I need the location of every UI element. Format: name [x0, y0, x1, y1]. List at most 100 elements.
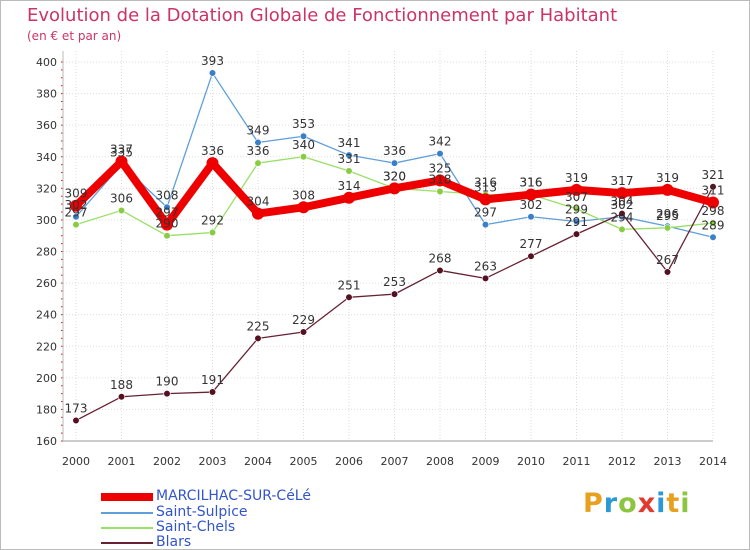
- data-label: 173: [65, 401, 88, 415]
- data-point: [117, 206, 126, 215]
- data-label: 311: [702, 184, 725, 198]
- x-tick-label: 2001: [108, 455, 136, 468]
- y-tick-label: 240: [36, 309, 57, 322]
- data-label: 297: [474, 206, 497, 220]
- data-label: 191: [201, 373, 224, 387]
- data-label: 316: [520, 176, 543, 190]
- data-label: 336: [383, 144, 406, 158]
- y-tick-label: 220: [36, 340, 57, 353]
- legend-swatch-saint-sulpice: [101, 512, 153, 514]
- data-label: 268: [429, 251, 452, 265]
- data-point: [345, 151, 353, 159]
- y-tick-label: 180: [36, 403, 57, 416]
- legend-label-marcilhac: MARCILHAC-SUR-CéLé: [156, 488, 311, 504]
- logo-letter: i: [680, 488, 691, 519]
- data-label: 263: [474, 259, 497, 273]
- data-point: [661, 183, 674, 196]
- data-point: [345, 167, 353, 175]
- data-point: [390, 290, 399, 298]
- x-tick-label: 2010: [517, 455, 545, 468]
- legend-swatch-saint-chels: [101, 527, 153, 529]
- data-point: [616, 187, 628, 200]
- data-point: [117, 393, 126, 401]
- data-point: [618, 210, 626, 218]
- logo-letter: x: [637, 488, 657, 519]
- data-point: [481, 221, 490, 229]
- logo-letter: t: [666, 488, 681, 519]
- data-point: [163, 203, 171, 211]
- data-point: [709, 233, 717, 241]
- data-point: [709, 183, 717, 191]
- data-point: [663, 268, 672, 276]
- data-point: [299, 328, 308, 336]
- data-label: 302: [611, 198, 634, 212]
- proxiti-logo: Proxiti: [583, 488, 691, 519]
- logo-letter: o: [618, 488, 638, 519]
- data-point: [436, 187, 444, 196]
- data-label: 321: [702, 168, 725, 182]
- data-point: [252, 207, 264, 220]
- data-label: 294: [611, 210, 634, 224]
- data-label: 229: [292, 313, 315, 327]
- data-point: [206, 157, 219, 170]
- data-label: 297: [65, 206, 88, 220]
- data-point: [436, 266, 444, 275]
- legend-label-saint-chels: Saint-Chels: [156, 519, 236, 535]
- x-tick-label: 2013: [654, 455, 682, 468]
- plot-area: [63, 51, 713, 441]
- data-label: 340: [292, 138, 315, 152]
- data-point: [527, 213, 535, 221]
- data-point: [161, 218, 173, 231]
- data-label: 308: [156, 188, 179, 202]
- data-label: 317: [611, 174, 634, 188]
- data-label: 336: [247, 144, 270, 158]
- data-label: 253: [383, 275, 406, 289]
- data-label: 251: [338, 278, 361, 292]
- data-label: 309: [65, 187, 88, 201]
- y-tick-label: 260: [36, 277, 57, 290]
- x-tick-label: 2003: [199, 455, 227, 468]
- x-tick-label: 2009: [472, 455, 500, 468]
- data-label: 304: [611, 195, 634, 209]
- x-tick-label: 2007: [381, 455, 409, 468]
- data-point: [299, 153, 308, 161]
- data-label: 302: [65, 198, 88, 212]
- x-tick-label: 2002: [153, 455, 181, 468]
- data-label: 341: [338, 136, 361, 150]
- data-point: [481, 274, 490, 282]
- data-label: 337: [110, 142, 133, 156]
- data-label: 342: [429, 135, 452, 149]
- data-point: [72, 213, 80, 221]
- y-tick-label: 340: [36, 151, 57, 164]
- data-point: [115, 155, 128, 168]
- data-label: 318: [429, 172, 452, 186]
- chart-title: Evolution de la Dotation Globale de Fonc…: [27, 5, 618, 26]
- data-point: [345, 293, 353, 301]
- x-tick-label: 2012: [608, 455, 636, 468]
- data-label: 319: [656, 171, 679, 185]
- data-label: 316: [520, 176, 543, 190]
- y-tick-label: 300: [36, 214, 57, 227]
- data-label: 319: [565, 171, 588, 185]
- data-point: [434, 174, 446, 187]
- data-label: 304: [247, 195, 270, 209]
- data-point: [572, 205, 581, 213]
- data-label: 299: [565, 202, 588, 216]
- data-point: [618, 225, 626, 233]
- x-tick-label: 2004: [244, 455, 272, 468]
- data-point: [297, 201, 310, 214]
- data-point: [254, 334, 262, 342]
- data-point: [72, 221, 80, 229]
- data-label: 190: [156, 375, 179, 389]
- data-label: 320: [383, 169, 406, 183]
- data-label: 349: [247, 124, 270, 138]
- y-tick-label: 160: [36, 435, 57, 448]
- data-label: 313: [474, 180, 497, 194]
- data-point: [390, 159, 399, 167]
- data-label: 277: [520, 237, 543, 251]
- data-point: [572, 217, 581, 226]
- data-label: 353: [292, 117, 315, 131]
- data-point: [572, 230, 581, 238]
- data-point: [663, 224, 672, 232]
